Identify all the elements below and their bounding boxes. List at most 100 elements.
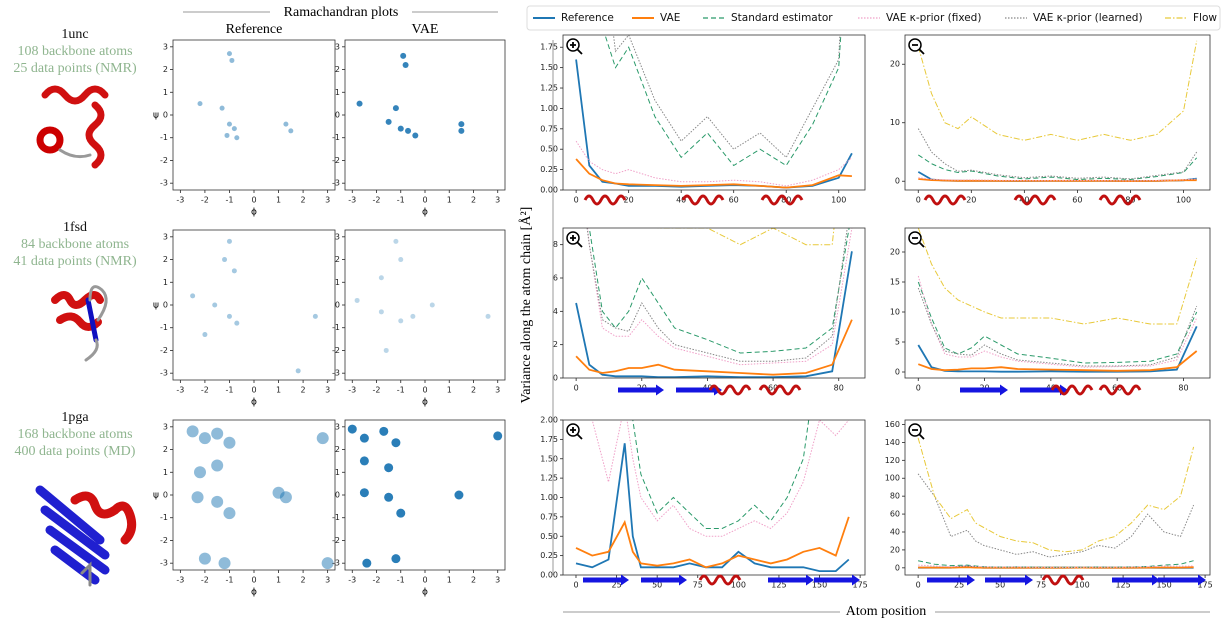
helix [583,194,627,206]
x-tick-label: 3 [325,196,330,205]
y-tick-label: -3 [332,179,340,188]
x-label: ϕ [422,588,428,598]
series-line [657,228,835,246]
x-tick-label: 3 [495,196,500,205]
point [391,438,401,448]
y-tick-label: -1 [332,323,340,332]
x-label: ϕ [422,398,428,408]
protein-1pga [35,485,137,587]
point [405,127,412,134]
x-tick-label: 0 [574,384,579,393]
y-tick-label: 2 [163,65,168,74]
x-tick-label: 2 [301,386,306,395]
y-tick-label: 10 [890,118,900,127]
y-tick-label: 2 [335,65,340,74]
helix [760,194,804,206]
helix [708,384,752,396]
subplot: 0 25 50 75 100 125 150 175 0.00 0.25 0.50 0.75 1.00 1… [540,416,868,590]
strand [814,574,860,586]
y-tick-label: -2 [332,156,340,165]
series-line [918,177,1197,182]
protein-1fsd [51,285,108,362]
plot-area [917,437,1195,569]
point [400,52,407,59]
plot-area [347,424,503,568]
y-tick-label: 1 [335,468,340,477]
figure-title: Ramachandran plots [284,5,399,20]
y-tick-label: 20 [890,60,900,69]
y-tick-label: 40 [890,527,900,536]
point [191,491,204,504]
legend-frame [526,5,1221,31]
point [429,302,435,308]
x-tick-label: -1 [225,576,233,585]
point [283,121,289,127]
point [385,118,392,125]
zoom-icon [570,42,583,55]
point [226,313,232,319]
y-tick-label: 60 [890,510,900,519]
y-tick-label: 20 [890,545,900,554]
subplot: -3 -2 -1 0 1 2 3 -3 -2 -1 0 1 2 3 ϕ [332,419,506,598]
x-tick-label: -1 [225,386,233,395]
point [378,309,384,315]
y-tick-label: -2 [160,156,168,165]
x-tick-label: 25 [954,581,964,590]
plot-area [354,238,491,353]
plot-area [575,420,850,572]
x-tick-label: 3 [325,386,330,395]
x-tick-label: -2 [373,386,381,395]
helix [1098,194,1142,206]
plot-area [575,35,853,189]
y-tick-label: 3 [163,42,168,51]
strand [985,574,1033,586]
y-tick-label: 140 [885,438,900,447]
x-tick-label: 0 [251,196,256,205]
frame [562,227,866,379]
y-tick-label: 0 [163,111,168,120]
x-tick-label: 1 [447,386,452,395]
y-tick-label: 0.75 [540,124,558,133]
point [396,508,406,518]
zoom-icon [912,237,925,248]
point [321,557,334,570]
x-tick-label: 60 [768,384,778,393]
series-line [588,228,850,354]
plot-area [917,228,1198,373]
x-tick-label: 0 [916,384,921,393]
y-tick-label: -3 [160,179,168,188]
point [485,313,491,319]
x-tick-label: 125 [771,581,786,590]
y-tick-label: -2 [160,536,168,545]
x-label: ϕ [251,208,257,218]
helix [1098,384,1142,396]
y-tick-label: 5 [895,338,900,347]
legend-label: Flow [1193,12,1217,24]
series-line [586,228,848,362]
x-tick-label: 2 [471,386,476,395]
y-axis-label: Variance along the atom chain [Å²] [518,207,534,404]
subplot: Reference -3 -2 -1 0 1 2 3 -3 -2 -1 0 1 2 3 ϕ ψ [153,22,336,218]
series-line [575,319,853,376]
series-line [917,287,1198,367]
x-tick-label: 20 [624,196,634,205]
plot-area [197,51,294,141]
point [219,105,225,111]
x-tick-label: -1 [397,576,405,585]
protein-1unc [36,85,109,169]
y-tick-label: 2 [335,445,340,454]
protein-points: 41 data points (NMR) [13,254,137,269]
legend-label: VAE κ-prior (learned) [1033,12,1143,24]
point [391,554,401,564]
point [190,293,196,299]
helix [1050,384,1094,396]
y-tick-label: 10 [890,308,900,317]
x-tick-label: 0 [422,196,427,205]
plot-area [575,228,853,378]
frame [904,34,1211,191]
subplot: 0 25 50 75 100 125 150 175 0 20 40 60 80 100 120 140 160 [885,419,1213,590]
point [392,105,399,112]
y-tick-label: 0 [335,491,340,500]
point [354,297,360,303]
plot-area [356,52,465,139]
